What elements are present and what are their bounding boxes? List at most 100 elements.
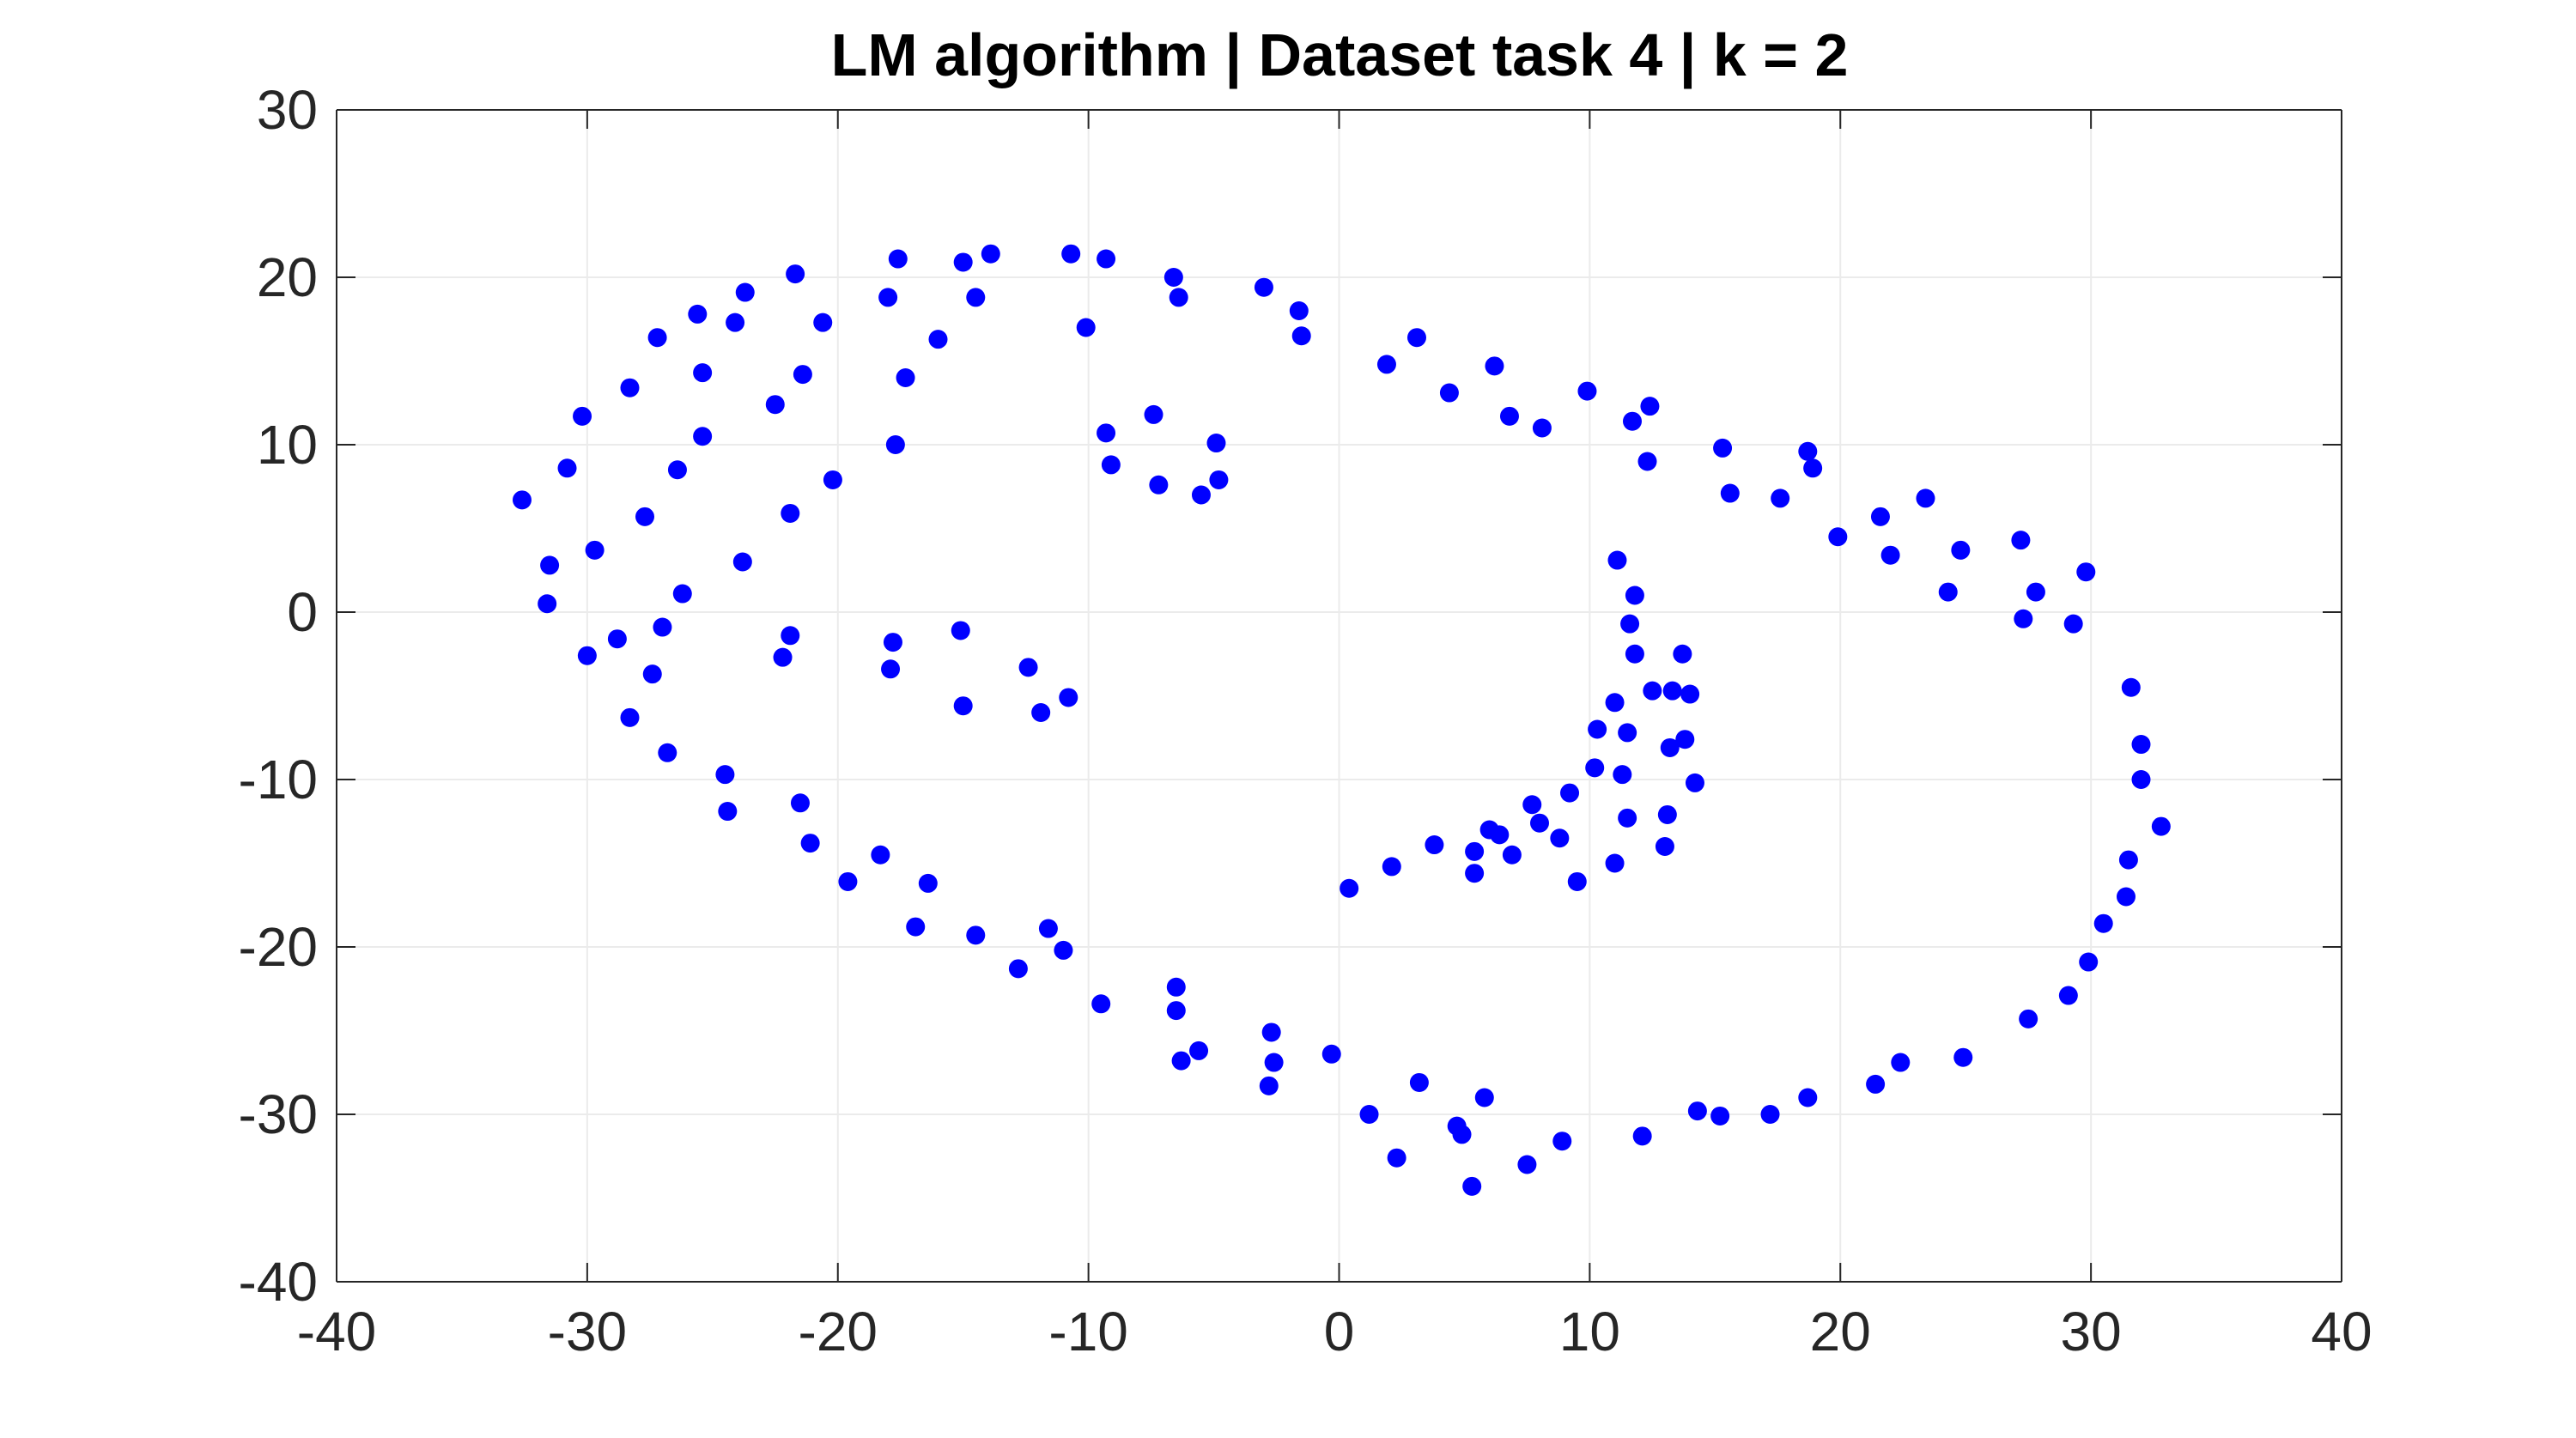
data-points [512, 244, 2171, 1196]
data-point [1662, 681, 1682, 701]
data-point [1891, 1053, 1911, 1072]
data-point [1054, 940, 1073, 960]
data-point [2026, 582, 2045, 602]
data-point [781, 503, 800, 523]
data-point [653, 617, 672, 637]
data-point [1607, 550, 1627, 570]
data-point [1605, 853, 1625, 873]
y-tick-label: 10 [257, 414, 318, 476]
data-point [1059, 688, 1078, 707]
data-point [1953, 1047, 1973, 1067]
data-point [642, 664, 662, 684]
data-point [1061, 244, 1081, 264]
data-point [1552, 1132, 1572, 1151]
data-point [1490, 825, 1510, 845]
data-point [2121, 677, 2141, 697]
data-point [1713, 438, 1733, 458]
data-point [1625, 586, 1644, 605]
data-point [735, 282, 755, 302]
data-point [765, 395, 785, 415]
data-point [1340, 878, 1359, 898]
data-point [1465, 841, 1485, 861]
data-point [1916, 488, 1935, 508]
data-point [585, 540, 605, 560]
data-point [540, 555, 560, 575]
data-point [1359, 1105, 1379, 1124]
data-point [1550, 828, 1570, 848]
data-point [1264, 1053, 1284, 1072]
data-point [2079, 952, 2099, 972]
data-point [966, 288, 986, 307]
data-point [647, 328, 667, 348]
data-point [1163, 268, 1183, 287]
y-tick-label: 0 [287, 581, 318, 643]
data-point [1166, 1001, 1186, 1021]
data-point [888, 249, 908, 269]
data-point [672, 584, 692, 604]
data-point [1532, 418, 1552, 438]
data-point [1828, 527, 1848, 547]
data-point [688, 304, 708, 324]
data-point [800, 834, 820, 853]
data-point [620, 707, 640, 727]
data-point [1097, 423, 1116, 443]
data-point [1517, 1155, 1537, 1174]
data-point [928, 330, 948, 349]
data-point [885, 435, 905, 454]
data-point [1382, 857, 1401, 877]
data-point [1720, 483, 1740, 503]
data-point [1387, 1148, 1406, 1168]
data-point [732, 552, 752, 572]
data-point [1166, 977, 1186, 997]
data-point [1870, 507, 1890, 526]
data-point [1585, 758, 1605, 778]
data-point [2151, 816, 2171, 836]
data-point [1760, 1105, 1780, 1124]
data-point [1803, 458, 1823, 478]
data-point [1880, 545, 1900, 565]
data-point [2131, 735, 2151, 755]
data-point [981, 244, 1000, 264]
data-point [726, 312, 745, 332]
data-point [1101, 455, 1121, 475]
data-point [620, 378, 640, 397]
data-point [1376, 355, 1396, 374]
data-point [1522, 795, 1542, 815]
data-point [1261, 1022, 1281, 1042]
data-point [1254, 277, 1273, 297]
data-point [1031, 703, 1051, 722]
x-tick-label: -20 [799, 1301, 878, 1362]
data-point [1655, 837, 1674, 856]
data-point [1321, 1044, 1341, 1064]
data-point [1169, 288, 1188, 307]
data-point [1097, 249, 1116, 269]
y-tick-label: -20 [239, 916, 319, 978]
data-point [1620, 614, 1640, 634]
x-tick-label: 10 [1559, 1301, 1620, 1362]
data-point [1798, 441, 1818, 461]
data-point [1439, 383, 1459, 403]
data-point [2131, 770, 2151, 789]
data-point [1685, 773, 1704, 792]
data-point [1605, 693, 1625, 713]
data-point [1640, 397, 1660, 416]
data-point [1798, 1088, 1818, 1107]
x-tick-label: 40 [2311, 1301, 2372, 1362]
data-point [1588, 719, 1607, 739]
x-tick-label: 0 [1324, 1301, 1355, 1362]
data-point [693, 427, 713, 446]
data-point [2116, 887, 2136, 907]
data-point [823, 470, 842, 489]
data-point [1710, 1106, 1730, 1126]
data-point [2058, 986, 2078, 1005]
data-point [1144, 404, 1163, 424]
data-point [1771, 488, 1790, 508]
data-point [773, 647, 793, 667]
data-point [1866, 1074, 1886, 1094]
data-point [2063, 614, 2083, 634]
y-tick-label: -40 [239, 1251, 319, 1313]
data-point [1560, 783, 1580, 803]
data-point [1673, 644, 1692, 664]
